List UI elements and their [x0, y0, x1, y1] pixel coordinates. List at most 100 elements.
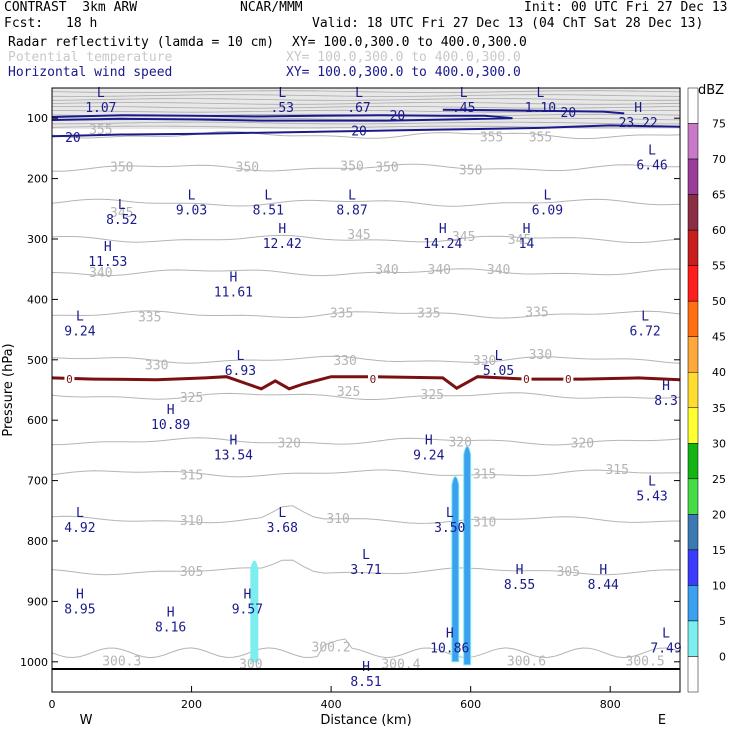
wind-marker-value: 8.44: [588, 578, 619, 593]
theta-label: 300: [239, 658, 262, 673]
wind-marker-h: H: [167, 606, 175, 621]
y-tick-label: 700: [27, 475, 48, 488]
wind-marker-l: L: [446, 506, 454, 521]
colorbar-tick-label: 20: [712, 508, 726, 521]
y-tick-label: 300: [27, 233, 48, 246]
colorbar-swatch: [687, 620, 699, 657]
wind-contours: 20 20 20 20: [51, 106, 681, 146]
theta-contour: [51, 163, 680, 172]
colorbar-tick-label: 35: [712, 402, 726, 415]
zero-label-bg: [64, 373, 75, 385]
theta-label: 355: [480, 130, 503, 145]
zero-contour-line: [51, 375, 681, 391]
wind-marker-h: H: [104, 240, 112, 255]
colorbar-swatch: [687, 407, 699, 444]
wind-marker-l: L: [362, 548, 370, 563]
reflectivity-cells: [250, 445, 472, 666]
colorbar-swatch: [687, 549, 699, 586]
fcst-value: 18 h: [66, 16, 98, 31]
reflectivity-cell: [451, 476, 460, 663]
theta-label: 300.5: [626, 655, 665, 670]
theta-label: 350: [459, 164, 482, 179]
theta-contour: [51, 198, 681, 207]
theta-labels: 355 355 355 350 350 350 350 350 345 345 345 345 340 3…: [89, 123, 665, 673]
wind-marker-value: 8.51: [350, 675, 381, 690]
wind-marker-value: 10.86: [430, 642, 469, 657]
wind-marker-l: L: [278, 86, 286, 101]
colorbar-tick-label: 25: [712, 473, 726, 486]
wind-marker-value: 14.24: [423, 237, 462, 252]
theta-label: 325: [421, 388, 444, 403]
wind-marker-value: 8.87: [336, 204, 367, 219]
wind-marker-h: H: [439, 222, 447, 237]
wind-marker-h: H: [446, 627, 454, 642]
wind-marker-value: 6.72: [629, 325, 660, 340]
wind-marker-value: 3.71: [350, 563, 381, 578]
upper-theta-line: [51, 90, 681, 93]
y-tick-label: 1000: [20, 656, 48, 669]
theta-label: 350: [340, 159, 363, 174]
zero-contour-label: 0: [66, 373, 73, 386]
colorbar-swatch: [687, 478, 699, 515]
colorbar-tick-label: 5: [719, 615, 726, 628]
x-tick-label: 600: [460, 698, 481, 711]
wind-marker-value: 8.16: [155, 621, 186, 636]
wind-marker-l: L: [76, 310, 84, 325]
wind-marker-h: H: [243, 587, 251, 602]
colorbar-swatch: [687, 514, 699, 551]
wind-marker-l: L: [278, 506, 286, 521]
theta-label: 305: [557, 565, 580, 580]
colorbar-tick-label: 45: [712, 331, 726, 344]
wind-marker-h: H: [523, 222, 531, 237]
wind-marker-value: 9.57: [232, 602, 263, 617]
colorbar-swatch: [687, 371, 699, 409]
colorbar-tick-label: 75: [712, 118, 726, 131]
plot-frame: [51, 87, 681, 693]
wind-marker-value: .45: [452, 101, 475, 116]
wind-marker-value: 8.95: [64, 602, 95, 617]
wind-marker-l: L: [97, 86, 105, 101]
colorbar-swatch: [687, 336, 699, 373]
wind-marker-value: 23.22: [619, 116, 658, 131]
x-tick-label: 800: [600, 698, 621, 711]
theta-label: 335: [138, 310, 161, 325]
theta-label: 325: [180, 391, 203, 406]
y-tick-label: 100: [27, 112, 48, 125]
wind-marker-l: L: [355, 86, 363, 101]
theta-contour: [51, 505, 681, 524]
wind-contour-label: 20: [561, 106, 577, 121]
wind-marker-value: 1.10: [525, 101, 556, 116]
theta-label: 305: [180, 565, 203, 580]
theta-label: 320: [278, 437, 301, 452]
theta-label: 310: [180, 514, 203, 529]
theta-contour: [51, 469, 680, 478]
colorbar-tick-label: 60: [712, 224, 726, 237]
wind-contour: [51, 124, 681, 138]
wind-marker-l: L: [460, 86, 468, 101]
x-tick-label: 200: [181, 698, 202, 711]
theta-label: 350: [110, 161, 133, 176]
theta-contour: [52, 310, 681, 319]
theta-contour: [51, 355, 681, 364]
upper-theta-band: [51, 88, 681, 130]
wind-marker-l: L: [648, 143, 656, 158]
colorbar-tick-label: 50: [712, 295, 726, 308]
field-2-xy: XY= 100.0,300.0 to 400.0,300.0: [286, 50, 521, 65]
init-time: Init: 00 UTC Fri 27 Dec 13: [524, 0, 728, 15]
theta-label: 315: [473, 467, 496, 482]
theta-contour-surface: [51, 638, 681, 659]
zero-label-bg: [563, 373, 574, 385]
wind-marker-value: 14: [519, 237, 535, 252]
wind-marker-l: L: [544, 189, 552, 204]
center-name: NCAR/MMM: [240, 0, 303, 15]
theta-label: 320: [571, 437, 594, 452]
upper-theta-line: [51, 102, 681, 105]
wind-marker-value: 5.05: [483, 364, 514, 379]
x-tick-label: 0: [49, 698, 56, 711]
theta-label: 300.6: [507, 655, 546, 670]
theta-contour: [51, 437, 681, 446]
